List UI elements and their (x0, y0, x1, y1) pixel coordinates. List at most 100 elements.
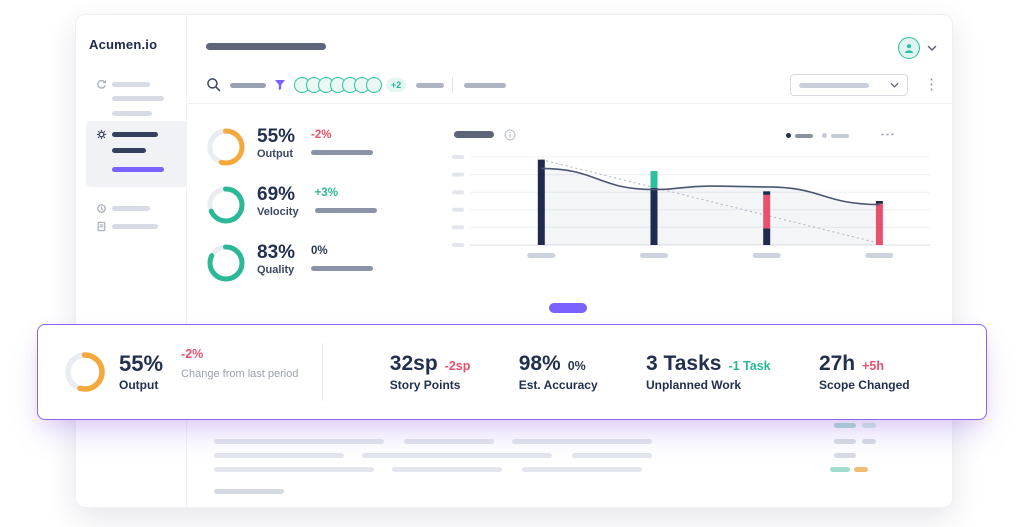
sidebar-subitem[interactable] (112, 148, 146, 153)
table-row-placeholder (362, 453, 552, 458)
sprint-combo-chart (452, 155, 930, 258)
stat-scope-changed: 27h +5h Scope Changed (818, 351, 910, 392)
stat-delta: 0% (567, 358, 586, 373)
table-row-placeholder (522, 467, 642, 472)
table-row-placeholder (834, 423, 856, 428)
table-row-placeholder (854, 467, 868, 472)
refresh-icon (97, 79, 107, 89)
search-icon[interactable] (206, 77, 221, 92)
kpi-label: Quality (257, 264, 295, 276)
chart-title-placeholder (454, 131, 494, 138)
stat-value: 32sp (389, 351, 438, 375)
app-logo: Acumen.io (89, 37, 158, 52)
stat-label: Output (119, 377, 159, 392)
stat-delta: +5h (862, 358, 885, 373)
chevron-down-icon (890, 82, 899, 88)
team-avatar-group[interactable] (294, 77, 382, 93)
kpi-velocity: 69% Velocity +3% (206, 185, 377, 225)
chart-legend-item[interactable] (786, 133, 813, 138)
kpi-value: 83% (257, 242, 296, 263)
table-row-placeholder (392, 467, 502, 472)
nav-label-placeholder (112, 96, 164, 101)
table-row-placeholder (572, 453, 652, 458)
toolbar-placeholder (416, 83, 444, 88)
chart-legend-item[interactable] (822, 133, 849, 138)
nav-label-placeholder (112, 206, 150, 211)
table-row-placeholder (834, 453, 856, 458)
stat-delta: -2% (181, 347, 204, 361)
table-row-placeholder (214, 439, 384, 444)
stat-value: 98% (518, 351, 561, 375)
table-placeholder-section (186, 419, 952, 507)
kpi-delta: -2% (311, 129, 332, 141)
output-ring-icon (65, 352, 105, 392)
more-options-icon[interactable]: ⋮ (924, 76, 939, 93)
page-title-placeholder (206, 43, 326, 50)
sidebar-item-active[interactable] (96, 129, 158, 140)
table-row-placeholder (862, 439, 876, 444)
overlay-divider (322, 343, 324, 401)
kpi-delta: 0% (311, 245, 328, 257)
nav-label-placeholder (112, 82, 150, 87)
table-row-placeholder (862, 423, 876, 428)
sidebar-item[interactable] (96, 221, 158, 232)
stat-value: 55% (119, 350, 164, 376)
table-row-placeholder (404, 439, 494, 444)
nav-label-placeholder (112, 167, 164, 172)
toolbar-divider (452, 77, 453, 93)
sidebar-subitem-selected[interactable] (112, 167, 164, 172)
legend-label-placeholder (795, 133, 813, 138)
output-ring-icon (207, 128, 245, 166)
team-avatar[interactable] (366, 77, 382, 93)
gear-icon (96, 129, 107, 140)
sidebar: Acumen.io (76, 15, 187, 507)
quality-ring-icon (207, 244, 245, 282)
toolbar-divider-line (186, 103, 952, 104)
kpi-note-placeholder (311, 266, 374, 271)
info-icon[interactable] (504, 129, 516, 141)
chart-scrollbar-thumb[interactable] (549, 303, 587, 313)
stat-label: Unplanned Work (645, 377, 742, 392)
table-row-placeholder (512, 439, 652, 444)
legend-dot (822, 133, 827, 138)
legend-dot (786, 133, 791, 138)
table-row-placeholder (834, 439, 856, 444)
stat-label: Story Points (389, 377, 461, 392)
table-row-placeholder (214, 453, 344, 458)
kpi-note-placeholder (314, 208, 377, 213)
toolbar-placeholder (464, 83, 506, 88)
kpi-output: 55% Output -2% (206, 126, 374, 167)
stat-note: Change from last period (181, 368, 299, 380)
filter-icon[interactable] (274, 79, 286, 91)
kpi-value: 55% (257, 126, 296, 147)
stat-est-accuracy: 98% 0% Est. Accuracy (518, 351, 598, 392)
kpi-quality: 83% Quality 0% (206, 242, 374, 283)
kpi-label: Velocity (257, 206, 299, 218)
stat-unplanned-work: 3 Tasks -1 Task Unplanned Work (645, 352, 771, 392)
chevron-down-icon[interactable] (927, 45, 937, 51)
sidebar-item[interactable] (112, 111, 152, 116)
stat-label: Est. Accuracy (518, 377, 598, 392)
user-avatar[interactable] (898, 37, 920, 59)
sidebar-item[interactable] (96, 79, 150, 90)
legend-label-placeholder (831, 133, 849, 138)
table-row-placeholder (214, 467, 374, 472)
nav-label-placeholder (112, 132, 158, 137)
main-area: +2 ⋮ 55% Output -2% (186, 15, 952, 507)
sidebar-item[interactable] (112, 96, 164, 101)
kpi-summary-card: 55% Output -2% Change from last period 3… (37, 324, 987, 420)
avatar-overflow-badge[interactable]: +2 (386, 78, 407, 92)
stat-story-points: 32sp -2sp Story Points (389, 351, 471, 392)
stat-value: 27h (818, 351, 856, 375)
sidebar-item[interactable] (96, 203, 150, 214)
nav-label-placeholder (112, 224, 158, 229)
period-select[interactable] (790, 74, 908, 96)
chart-options-icon[interactable]: ⋮ (879, 127, 896, 142)
select-value-placeholder (799, 82, 869, 88)
stat-delta: -1 Task (728, 358, 771, 373)
table-row-placeholder (214, 489, 284, 494)
kpi-delta: +3% (314, 187, 338, 199)
nav-label-placeholder (112, 111, 152, 116)
velocity-ring-icon (207, 186, 245, 224)
